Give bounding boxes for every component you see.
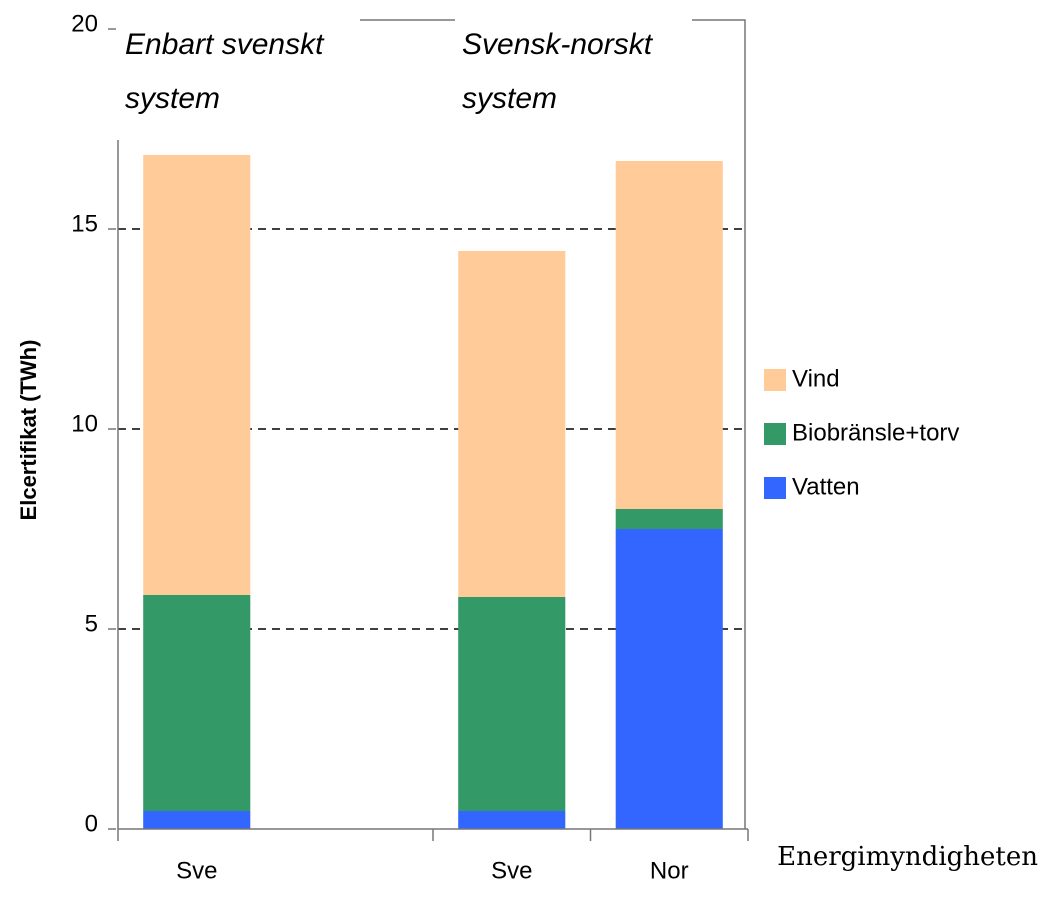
- bar-segment: [143, 811, 251, 829]
- bar-segment: [143, 595, 251, 811]
- y-tick-label: 5: [85, 610, 98, 637]
- frame-line: [692, 19, 746, 829]
- legend-label: Biobränsle+torv: [792, 419, 959, 446]
- x-tick-label: Sve: [491, 857, 532, 884]
- x-tick-label: Nor: [650, 857, 689, 884]
- legend-swatch: [764, 477, 786, 499]
- x-tick-label: Sve: [176, 857, 217, 884]
- y-tick-label: 20: [71, 10, 98, 37]
- legend-background: [752, 345, 1037, 515]
- bar-segment: [458, 251, 566, 597]
- y-tick-label: 10: [71, 410, 98, 437]
- y-axis-label: Elcertifikat (TWh): [16, 340, 41, 521]
- legend-label: Vatten: [792, 473, 860, 500]
- y-tick-label: 0: [85, 810, 98, 837]
- bar-segment: [615, 509, 723, 529]
- legend-swatch: [764, 369, 786, 391]
- y-tick-label: 15: [71, 210, 98, 237]
- annotation: Enbart svenskt: [125, 28, 325, 61]
- legend-label: Vind: [792, 365, 840, 392]
- legend-swatch: [764, 423, 786, 445]
- bar-segment: [143, 155, 251, 595]
- bar-segment: [615, 529, 723, 829]
- source: Energimyndigheten: [777, 842, 1038, 872]
- annotation: system: [462, 82, 557, 115]
- annotation: Svensk-norskt: [462, 28, 654, 61]
- annotation: system: [125, 82, 220, 115]
- bar-segment: [458, 811, 566, 829]
- bar-segment: [615, 161, 723, 509]
- bar-segment: [458, 597, 566, 811]
